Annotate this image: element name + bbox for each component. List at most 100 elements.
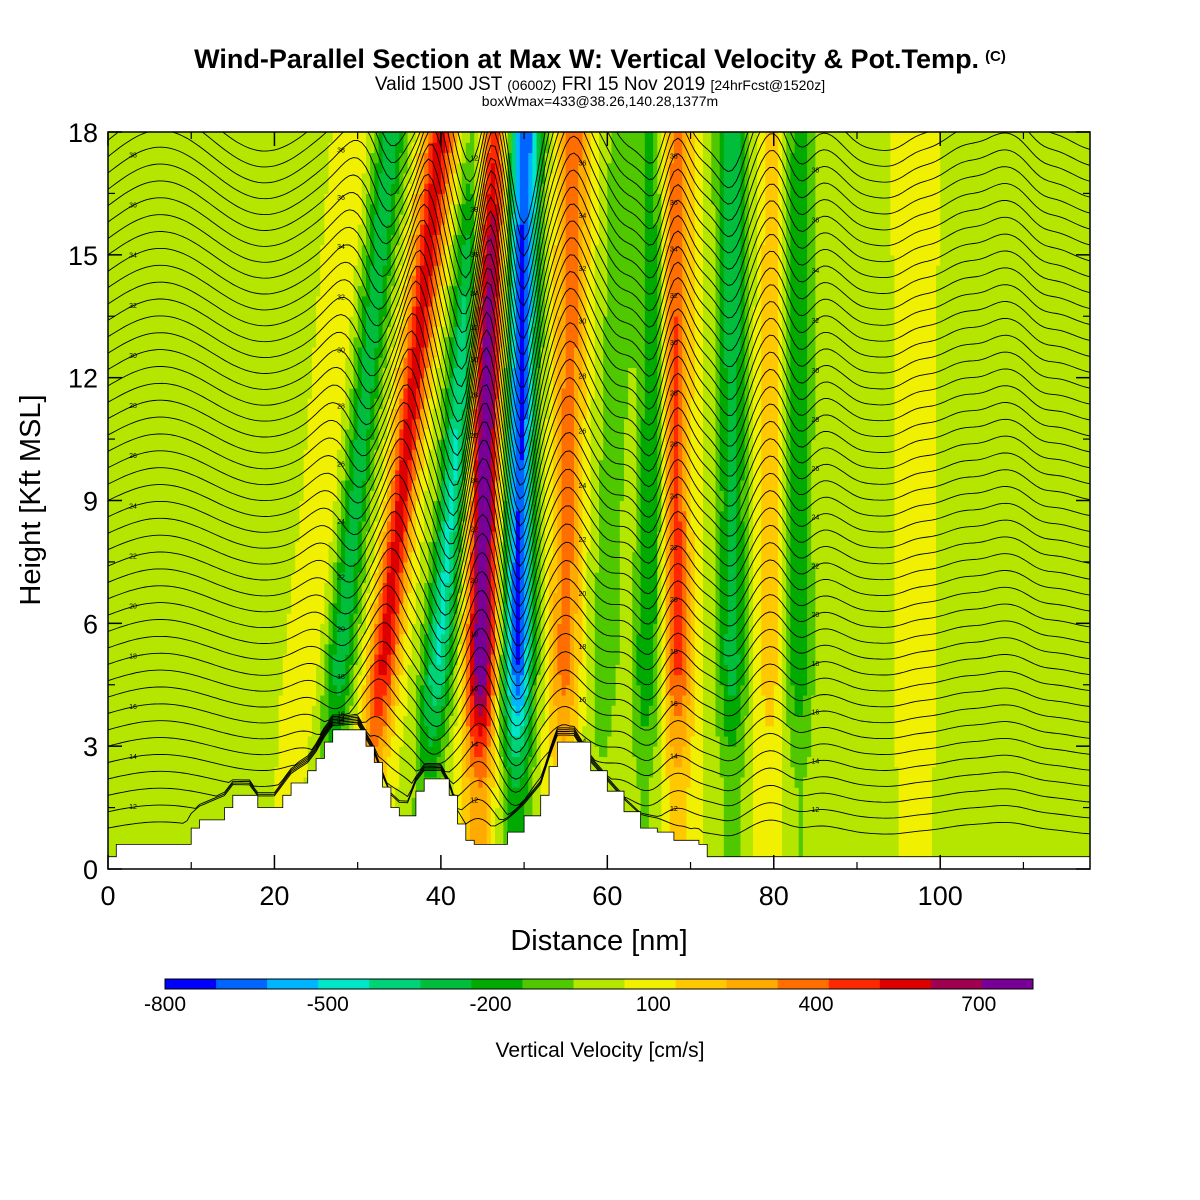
theta-contour [108,584,1090,687]
contour-label: 12 [812,807,820,814]
velocity-cell [382,695,388,727]
velocity-cell [361,244,367,297]
velocity-cell [436,725,442,757]
velocity-cell [636,132,642,635]
velocity-cell [690,132,696,399]
colorbar-swatch [216,979,268,989]
velocity-cell [374,398,380,450]
velocity-cell [728,695,733,747]
velocity-cell [411,347,417,420]
theta-contour [108,566,1090,673]
velocity-cell [740,521,746,686]
velocity-cell [952,132,958,869]
velocity-cell [515,510,521,665]
contour-label: 38 [129,152,137,159]
velocity-cell [624,418,629,869]
velocity-cell [632,132,638,368]
velocity-cell [474,132,479,276]
velocity-cell [370,561,375,604]
velocity-cell [378,561,384,594]
theta-contour [108,346,1090,514]
x-tick-label: 60 [592,881,622,911]
velocity-cell [665,695,671,778]
velocity-cell [153,132,159,869]
velocity-cell [432,234,438,266]
velocity-cell [619,500,625,869]
velocity-cell [515,787,521,869]
contour-label: 38 [670,153,678,160]
colorbar-swatch [675,979,728,989]
velocity-cell [345,531,350,655]
contour-label: 16 [337,712,345,719]
velocity-cell [499,654,504,757]
velocity-cell [303,449,309,778]
velocity-cell [357,521,363,573]
velocity-cell [212,132,217,869]
theta-contour [108,510,1090,634]
velocity-cell [881,132,887,869]
velocity-cell [403,500,409,532]
velocity-cell [511,561,517,676]
velocity-cell [361,633,367,686]
velocity-cell [511,735,517,757]
y-tick-label: 15 [68,241,98,271]
velocity-cell [507,695,513,737]
velocity-cell [511,213,517,368]
velocity-cell [137,132,142,869]
contour-label: 34 [812,268,820,275]
velocity-cell [428,541,434,583]
velocity-cell [374,715,380,747]
velocity-cell [378,623,384,655]
theta-contour [108,328,1090,500]
velocity-cell [665,776,671,869]
theta-contour [108,603,1090,700]
velocity-cell [432,132,438,143]
colorbar-swatch [471,979,523,989]
velocity-cell [490,787,496,869]
forecast-text: [24hrFcst@1520z] [710,77,826,93]
velocity-cell [761,132,767,246]
velocity-cell [478,756,484,788]
contour-label: 28 [337,404,345,411]
velocity-cell [931,766,937,869]
velocity-cell [374,623,380,655]
velocity-cell [478,439,484,696]
velocity-cell [415,418,421,440]
velocity-cell [390,654,396,676]
velocity-cell [291,132,296,573]
theta-contour [108,715,1090,780]
velocity-cell [569,132,575,563]
velocity-cell [336,449,342,522]
velocity-cell [428,582,434,624]
velocity-cell [711,203,717,869]
theta-contour [108,265,1090,438]
velocity-cell [594,572,600,747]
velocity-cell [374,654,380,716]
velocity-cell [653,224,658,624]
velocity-cell [449,244,454,287]
velocity-cell [286,132,292,614]
velocity-cell [744,132,750,717]
velocity-cell [873,132,879,869]
velocity-cell [470,295,475,348]
velocity-cell [386,541,392,573]
contour-label: 14 [670,754,678,761]
theta-contour [108,132,1090,257]
velocity-cell [395,367,400,409]
velocity-cell [503,715,509,768]
velocity-cell [390,132,396,184]
velocity-cell [465,183,471,235]
velocity-cell [486,695,492,727]
contour-label: 38 [337,147,345,154]
velocity-cell [753,132,758,307]
velocity-cell [374,572,380,604]
velocity-cell [644,725,650,869]
theta-contour [108,438,1090,581]
contour-label: 36 [670,200,678,207]
velocity-cell [386,654,392,686]
velocity-cell [411,418,417,450]
contour-label: 24 [470,478,478,485]
velocity-cell [474,674,479,706]
contour-label: 24 [812,515,820,522]
